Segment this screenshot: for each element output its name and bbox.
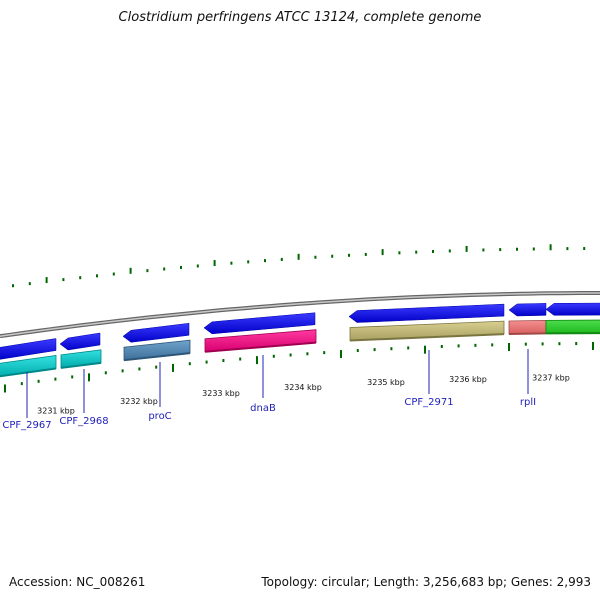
feature-rpli-edge [508,332,547,335]
forward-strand-features [0,302,600,360]
feature-cpf2967-edge [0,367,57,378]
gene-label: CPF_2968 [59,416,108,427]
feature-cpf2967-fwd [0,338,57,360]
reverse-strand-features [0,319,600,378]
feature-rpli [508,319,547,335]
accession-text: Accession: NC_008261 [9,575,146,589]
feature-cpf2967 [0,355,57,377]
feature-cpf2971-fwd [348,303,505,323]
feature-rpli-fwd [508,303,547,317]
feature-cpf2968-edge [60,361,102,369]
topology-text: Topology: circular; Length: 3,256,683 bp… [261,575,591,589]
gene-label: CPF_2971 [404,397,453,408]
kbp-label: 3231 kbp [37,406,75,415]
gene-label: CPF_2967 [2,420,51,431]
gc-skew-ticks [12,244,586,288]
feature-proc-fwd [122,322,190,343]
feature-dnab-fwd [203,312,316,335]
kbp-labels: 3231 kbp 3232 kbp 3233 kbp 3234 kbp 3235 kbp… [37,373,570,415]
kbp-label: 3237 kbp [532,373,570,382]
gene-label: rplI [520,397,536,408]
position-ticks [4,342,594,393]
feature-dnab-edge [204,341,317,353]
backbone [0,291,600,339]
feature-cpf2968-fwd [59,332,101,351]
backbone-highlight [0,292,600,337]
feature-next [545,319,600,334]
kbp-label: 3235 kbp [367,378,405,387]
gene-labels: CPF_2967 CPF_2968 proC dnaB CPF_2971 rplI [2,349,536,431]
kbp-label: 3236 kbp [449,375,487,384]
map-title: Clostridium perfringens ATCC 13124, comp… [118,10,482,25]
kbp-label: 3234 kbp [284,383,322,392]
gene-label: dnaB [250,403,276,414]
kbp-label: 3232 kbp [120,397,158,406]
kbp-label: 3233 kbp [202,389,240,398]
feature-next-fwd [545,302,600,316]
gene-label: proC [148,411,171,422]
feature-cpf2971-edge [349,333,505,342]
feature-proc-edge [123,352,191,362]
